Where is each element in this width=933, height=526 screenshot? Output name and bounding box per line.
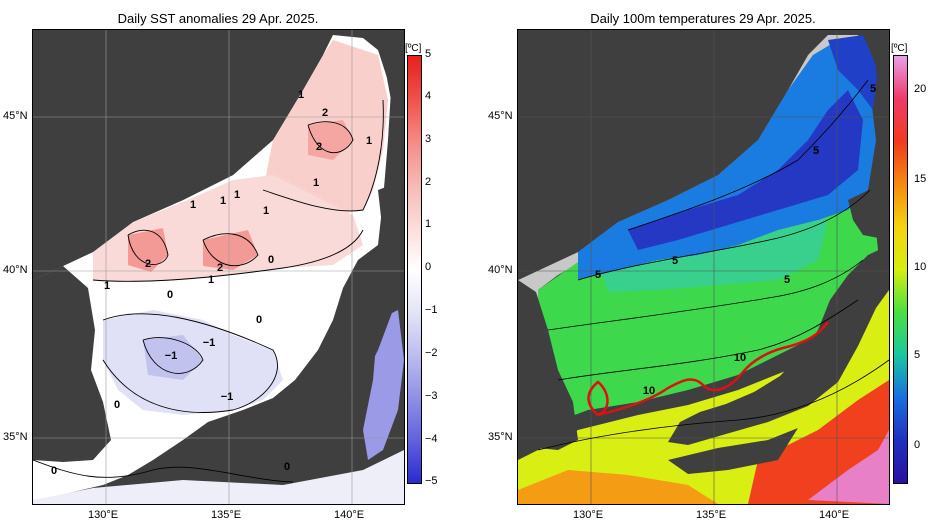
right-colorbar-unit: [ºC] <box>891 43 908 54</box>
right-map-title: Daily 100m temperatures 29 Apr. 2025. <box>590 11 816 26</box>
anomaly-contour-labels: 1 2 2 1 1 1 1 1 1 2 2 0 1 1 0 0 −1 −1 −1… <box>51 89 372 477</box>
cool-anomaly-east-coast <box>363 310 404 460</box>
contour-label-south: 0 <box>284 461 290 473</box>
contour-label: 2 <box>217 262 223 274</box>
land-japan-honshu <box>668 245 889 445</box>
colorbar-tick-label: 20 <box>914 83 927 95</box>
contour-label: 2 <box>316 141 322 153</box>
colorbar-tick-label: −3 <box>425 390 438 402</box>
cold-water-northeast <box>828 35 878 110</box>
colorbar-tick-label: 5 <box>914 349 921 361</box>
contour-label: −1 <box>165 350 178 362</box>
colorbar-tick-label: 0 <box>425 261 432 273</box>
contour-label: 1 <box>313 177 319 189</box>
colorbar-tick-label: −1 <box>425 304 438 316</box>
contour-label: 1 <box>208 274 214 286</box>
contour-label: 5 <box>672 255 678 267</box>
lat-label-45n: 45°N <box>488 110 513 122</box>
warm-anomaly-core-2 <box>308 120 353 160</box>
lon-label-130e: 130°E <box>573 509 604 521</box>
contour-label: 10 <box>734 352 746 364</box>
coldest-water-core <box>628 90 863 250</box>
colorbar-tick-label: 10 <box>914 261 927 273</box>
colorbar-tick-label: 3 <box>425 133 432 145</box>
colorbar-tick-label: 0 <box>914 439 921 451</box>
temperature-100m-map-canvas: 5 5 5 5 5 10 10 <box>518 30 889 504</box>
contour-label: 5 <box>595 269 601 281</box>
land-asia-continent <box>33 30 333 280</box>
lat-label-35n: 35°N <box>3 431 28 443</box>
land-kyushu-shikoku <box>668 428 798 474</box>
contour-label: 1 <box>263 205 269 217</box>
contour-label: 5 <box>813 145 819 157</box>
pacific-south-anomaly <box>33 450 404 504</box>
contour-label: 1 <box>234 189 240 201</box>
contour-label: 10 <box>643 385 655 397</box>
cold-water-north <box>578 40 876 280</box>
warm-anomaly-core-west <box>128 228 168 272</box>
contour-label: 1 <box>298 89 304 101</box>
land-japan-honshu <box>183 245 404 462</box>
temperature-colorbar <box>893 55 908 484</box>
cool-anomaly-core <box>143 335 203 380</box>
contour-label: −1 <box>203 337 216 349</box>
colorbar-tick-label: 2 <box>425 176 432 188</box>
temperature-100m-map: 5 5 5 5 5 10 10 <box>517 29 890 505</box>
lat-label-35n: 35°N <box>488 431 513 443</box>
contour-label: −1 <box>221 391 234 403</box>
lat-label-45n: 45°N <box>3 110 28 122</box>
contour-label: 1 <box>190 199 196 211</box>
anomaly-contours <box>33 99 384 483</box>
contour-label: 0 <box>51 465 57 477</box>
lon-label-140e: 140°E <box>334 509 365 521</box>
contour-label: 2 <box>322 107 328 119</box>
left-map-title: Daily SST anomalies 29 Apr. 2025. <box>117 11 319 26</box>
contour-label: 5 <box>870 83 876 95</box>
contour-label: 0 <box>256 314 262 326</box>
left-colorbar-unit: [ºC] <box>405 43 422 54</box>
colorbar-tick-label: −2 <box>425 347 438 359</box>
orange-water-southwest <box>518 470 718 504</box>
contour-label: 1 <box>366 135 372 147</box>
graticule <box>518 30 889 504</box>
contour-label: 2 <box>145 258 151 270</box>
kuroshio-axis-line <box>587 321 829 417</box>
land-sakhalin <box>378 30 404 160</box>
lon-label-135e: 135°E <box>696 509 727 521</box>
temperature-contours <box>537 79 889 451</box>
lat-label-40n: 40°N <box>488 264 513 276</box>
land-asia-continent <box>518 30 828 280</box>
temperature-contour-labels: 5 5 5 5 5 10 10 <box>595 83 876 397</box>
lon-label-140e: 140°E <box>819 509 850 521</box>
colorbar-tick-label: −4 <box>425 433 438 445</box>
lon-label-135e: 135°E <box>211 509 242 521</box>
contour-label: 5 <box>784 274 790 286</box>
land-korea <box>518 280 578 450</box>
land-hokkaido <box>848 180 889 240</box>
colorbar-tick-label: 15 <box>914 173 927 185</box>
contour-label: 1 <box>220 195 226 207</box>
colorbar-tick-label: −5 <box>425 475 438 487</box>
lat-label-40n: 40°N <box>3 264 28 276</box>
colorbar-tick-label: 5 <box>425 48 432 60</box>
very-hot-water <box>808 430 889 504</box>
sst-anomaly-map-canvas: 1 2 2 1 1 1 1 1 1 2 2 0 1 1 0 0 −1 −1 −1… <box>33 30 404 504</box>
sst-anomaly-colorbar <box>407 55 422 484</box>
graticule <box>33 30 404 504</box>
sst-anomaly-map: 1 2 2 1 1 1 1 1 1 2 2 0 1 1 0 0 −1 −1 −1… <box>32 29 405 505</box>
land-korea <box>33 266 111 462</box>
contour-label: 0 <box>167 289 173 301</box>
lon-label-130e: 130°E <box>88 509 119 521</box>
colorbar-tick-label: 1 <box>425 218 432 230</box>
contour-label: 0 <box>268 254 274 266</box>
land-sakhalin <box>873 30 889 110</box>
contour-label: 1 <box>104 280 110 292</box>
contour-label: 0 <box>114 399 120 411</box>
land-hokkaido <box>378 180 404 240</box>
colorbar-tick-label: 4 <box>425 90 432 102</box>
